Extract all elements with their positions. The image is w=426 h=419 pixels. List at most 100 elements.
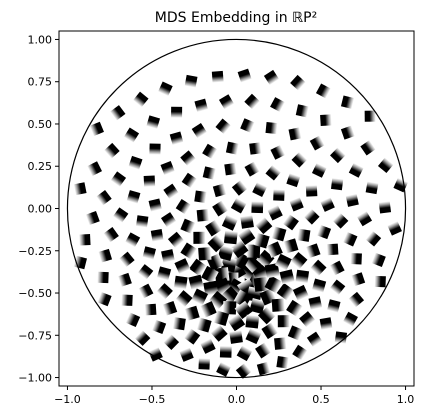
image-patch [126,313,140,327]
image-patch [310,136,325,151]
image-patch [124,128,139,143]
image-patch [349,292,364,307]
image-patch [288,325,303,340]
image-patch [231,198,247,214]
image-patch [188,275,203,290]
x-axis: −1.0 −0.5 0.0 0.5 1.0 [54,386,414,406]
image-patch [129,156,143,170]
image-patch [79,234,91,246]
image-patch [270,97,285,112]
chart-title: MDS Embedding in ℝP² [155,10,317,26]
image-patch [211,325,228,342]
image-patch [264,70,279,85]
image-patch [192,123,207,138]
image-patch [212,201,228,217]
image-patch [245,162,260,177]
image-patch [331,178,343,190]
image-patch [343,232,357,246]
image-patch [222,215,238,231]
image-patch [257,362,271,376]
image-patch [330,148,346,164]
image-patch [240,118,254,132]
image-patch [276,356,288,368]
image-patch [197,209,210,222]
image-patch [198,358,209,369]
image-patch [160,161,174,175]
image-patch [379,201,391,213]
image-patch [226,142,239,155]
y-tick-label: 0.25 [28,160,53,173]
image-patch [278,315,290,327]
image-patch [255,217,272,234]
x-tick-label: 0.5 [312,393,330,406]
image-patch [170,132,184,146]
image-patch [143,246,156,259]
image-patch [203,166,216,179]
image-patch [87,161,102,176]
image-patch [296,270,310,284]
image-patch [265,165,280,180]
image-patch [265,122,277,134]
image-patch [330,279,345,294]
image-patch [198,247,211,260]
image-patch [365,111,376,122]
image-patch [307,332,322,347]
image-patch [163,301,178,316]
image-patch [157,266,171,280]
image-patch [306,185,318,197]
image-patch [146,115,160,129]
image-patch [171,107,182,118]
image-patch [110,105,125,120]
image-patch [249,142,261,154]
image-patch [118,273,132,287]
image-patch [360,140,375,155]
image-patch [202,144,217,159]
image-patch [237,345,253,361]
image-patch [286,300,303,317]
y-tick-label: 0.75 [28,76,53,89]
image-patch [299,311,315,327]
image-patch [378,158,393,173]
y-tick-label: −0.50 [18,287,52,300]
y-tick-label: 0.00 [28,203,53,216]
image-patch [333,213,349,229]
image-patch [252,182,267,197]
image-patch [168,232,184,248]
image-patch [136,215,148,227]
image-patch [104,227,119,242]
image-patch [173,317,186,330]
image-patch [163,184,178,199]
image-patch [144,175,155,186]
image-patch [341,126,355,140]
image-patch [393,178,408,193]
image-patch [164,334,180,350]
image-patch [119,252,134,267]
image-patch [194,99,207,112]
image-patch [327,244,339,256]
image-patch [317,225,331,239]
image-patch [149,143,160,154]
image-patch [111,171,126,186]
image-patch [149,198,162,211]
image-patch [312,279,326,293]
image-patch [255,343,271,359]
image-patch [244,94,260,110]
image-patch [238,69,252,83]
image-patch [349,163,364,178]
image-patch [145,304,157,316]
image-patch [372,253,386,267]
image-patch [212,71,224,83]
image-patch [180,150,196,166]
image-patch [236,363,251,378]
image-patch [272,299,285,312]
image-patch [121,294,132,305]
image-patch [127,190,141,204]
image-patch [304,209,320,225]
image-patch [219,94,234,109]
image-patch [176,290,193,307]
image-patch [138,264,153,279]
image-patch [270,145,285,160]
y-axis: 1.000.750.500.250.00−0.25−0.50−0.75−1.00 [18,33,59,384]
image-patch [343,312,358,327]
